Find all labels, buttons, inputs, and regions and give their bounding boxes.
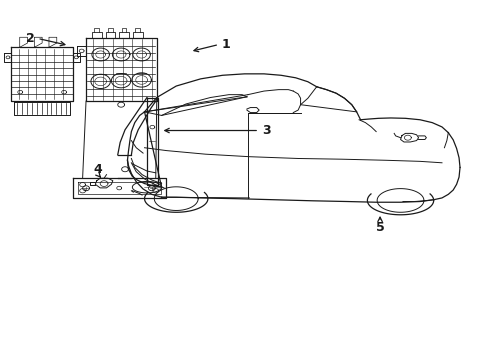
Text: 1: 1 <box>221 38 230 51</box>
Text: 3: 3 <box>262 124 270 137</box>
Text: 2: 2 <box>25 32 34 45</box>
Text: 4: 4 <box>94 163 102 176</box>
Text: 5: 5 <box>375 221 384 234</box>
